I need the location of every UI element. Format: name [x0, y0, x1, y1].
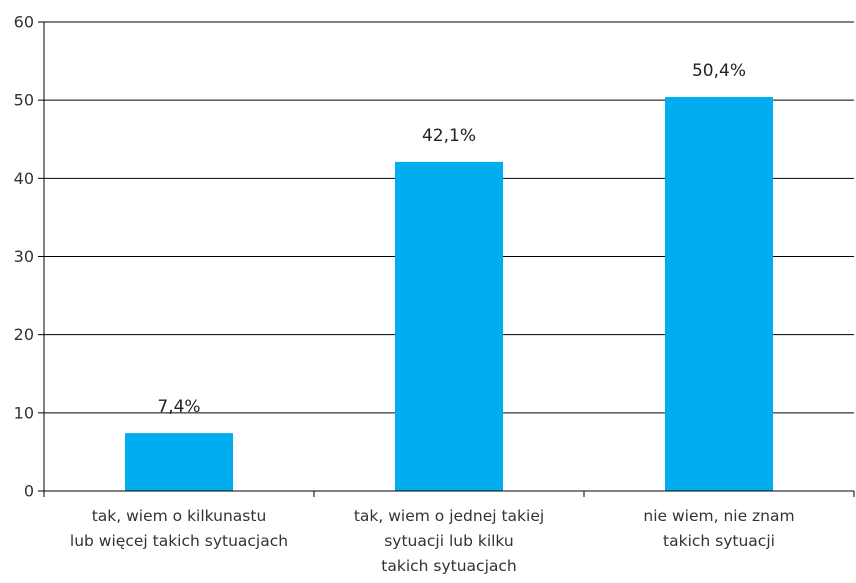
bar-3 — [665, 97, 773, 491]
y-tick-label: 0 — [24, 482, 34, 501]
bar-1 — [125, 433, 233, 491]
y-tick-label: 10 — [14, 403, 34, 422]
labels: 0 10 20 30 40 50 60 7,4% 42,1% 50,4% tak, wiem o k… — [14, 13, 795, 576]
x-category-label-1: tak, wiem o kilkunastu — [92, 507, 267, 525]
data-label-2: 42,1% — [422, 126, 476, 146]
data-label-3: 50,4% — [692, 61, 746, 81]
x-category-label-2: tak, wiem o jednej takiej — [354, 507, 544, 525]
x-category-label-3: nie wiem, nie znam — [643, 507, 794, 525]
y-tick-label: 40 — [14, 169, 34, 188]
bars — [125, 97, 773, 491]
x-category-label-2: sytuacji lub kilku — [384, 532, 514, 550]
x-category-label-3: takich sytuacji — [663, 532, 775, 550]
axes — [38, 21, 855, 497]
y-tick-label: 50 — [14, 91, 34, 110]
y-tick-label: 20 — [14, 325, 34, 344]
x-category-label-2: takich sytuacjach — [381, 557, 516, 575]
y-tick-label: 30 — [14, 247, 34, 266]
data-label-1: 7,4% — [157, 397, 200, 417]
y-tick-label: 60 — [14, 13, 34, 32]
bar-2 — [395, 161, 503, 491]
x-category-label-1: lub więcej takich sytuacjach — [70, 532, 288, 550]
